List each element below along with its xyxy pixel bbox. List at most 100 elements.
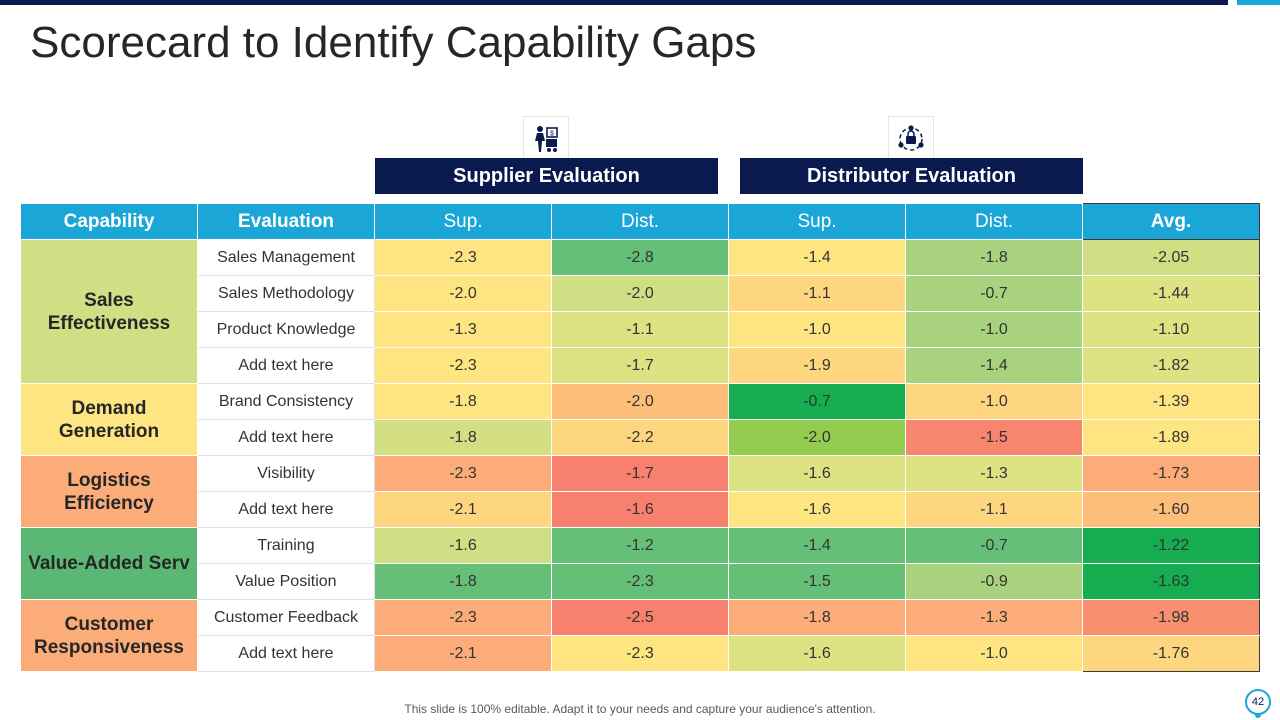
- distributor-evaluation-header: Distributor Evaluation: [740, 158, 1083, 194]
- score-cell-average: -1.60: [1082, 491, 1260, 528]
- score-cell-supplier-sup: -1.6: [374, 527, 552, 564]
- score-cell-supplier-sup: -2.3: [374, 455, 552, 492]
- scorecard-table: Capability Evaluation Sup. Dist. Sup. Di…: [20, 203, 1260, 672]
- column-header-capability: Capability: [20, 203, 198, 240]
- score-cell-average: -1.39: [1082, 383, 1260, 420]
- evaluation-cell: Brand Consistency: [197, 383, 375, 420]
- score-cell-distributor-dist: -1.8: [905, 239, 1083, 276]
- table-row: Add text here -2.1 -2.3 -1.6 -1.0 -1.76: [21, 635, 1260, 672]
- score-cell-distributor-dist: -0.9: [905, 563, 1083, 600]
- capability-cell: Customer Responsiveness: [20, 599, 198, 672]
- table-header-row: Capability Evaluation Sup. Dist. Sup. Di…: [20, 203, 1260, 240]
- score-cell-supplier-dist: -1.1: [551, 311, 729, 348]
- score-cell-supplier-sup: -2.3: [374, 599, 552, 636]
- score-cell-distributor-dist: -1.0: [905, 383, 1083, 420]
- distributor-network-icon: [888, 116, 934, 162]
- score-cell-supplier-dist: -2.3: [551, 635, 729, 672]
- page-title: Scorecard to Identify Capability Gaps: [30, 18, 757, 67]
- score-cell-distributor-sup: -1.8: [728, 599, 906, 636]
- score-cell-supplier-sup: -1.8: [374, 563, 552, 600]
- score-cell-average: -2.05: [1082, 239, 1260, 276]
- score-cell-supplier-dist: -1.2: [551, 527, 729, 564]
- score-cell-average: -1.73: [1082, 455, 1260, 492]
- score-cell-average: -1.63: [1082, 563, 1260, 600]
- score-cell-distributor-sup: -1.0: [728, 311, 906, 348]
- score-cell-supplier-sup: -2.1: [374, 635, 552, 672]
- evaluation-cell: Product Knowledge: [197, 311, 375, 348]
- capability-cell: Demand Generation: [20, 383, 198, 456]
- score-cell-distributor-dist: -0.7: [905, 275, 1083, 312]
- score-cell-distributor-sup: -1.6: [728, 491, 906, 528]
- evaluation-cell: Add text here: [197, 419, 375, 456]
- score-cell-supplier-dist: -2.3: [551, 563, 729, 600]
- score-cell-supplier-sup: -1.3: [374, 311, 552, 348]
- score-cell-distributor-dist: -1.3: [905, 599, 1083, 636]
- score-cell-average: -1.76: [1082, 635, 1260, 672]
- score-cell-distributor-dist: -1.0: [905, 311, 1083, 348]
- evaluation-cell: Customer Feedback: [197, 599, 375, 636]
- column-header-average: Avg.: [1082, 203, 1260, 240]
- table-body: Sales Effectiveness Sales Management -2.3-…: [20, 239, 1260, 672]
- score-cell-average: -1.82: [1082, 347, 1260, 384]
- score-cell-supplier-dist: -1.6: [551, 491, 729, 528]
- evaluation-cell: Sales Methodology: [197, 275, 375, 312]
- score-cell-distributor-sup: -1.1: [728, 275, 906, 312]
- score-cell-distributor-sup: -1.4: [728, 239, 906, 276]
- score-cell-supplier-sup: -1.8: [374, 383, 552, 420]
- supplier-person-cart-icon: $: [523, 116, 569, 162]
- evaluation-cell: Training: [197, 527, 375, 564]
- page-number-badge-tail: [1255, 713, 1261, 718]
- table-row: Add text here -1.8 -2.2 -2.0 -1.5 -1.89: [21, 419, 1260, 456]
- capability-cell: Sales Effectiveness: [20, 239, 198, 384]
- score-cell-distributor-sup: -1.5: [728, 563, 906, 600]
- evaluation-cell: Add text here: [197, 347, 375, 384]
- score-cell-distributor-sup: -0.7: [728, 383, 906, 420]
- column-header-distributor-dist: Dist.: [905, 203, 1083, 240]
- score-cell-supplier-dist: -2.2: [551, 419, 729, 456]
- score-cell-distributor-sup: -2.0: [728, 419, 906, 456]
- score-cell-distributor-dist: -1.4: [905, 347, 1083, 384]
- column-header-supplier-dist: Dist.: [551, 203, 729, 240]
- score-cell-supplier-dist: -2.0: [551, 383, 729, 420]
- score-cell-supplier-sup: -1.8: [374, 419, 552, 456]
- table-row: Value-Added Serv Training -1.6 -1.2 -1.4 -0.7…: [20, 527, 1260, 600]
- capability-cell: Value-Added Serv: [20, 527, 198, 600]
- score-cell-distributor-dist: -1.0: [905, 635, 1083, 672]
- evaluation-cell: Add text here: [197, 491, 375, 528]
- score-cell-average: -1.22: [1082, 527, 1260, 564]
- score-cell-distributor-sup: -1.4: [728, 527, 906, 564]
- table-row: Value Position -1.8 -2.3 -1.5 -0.9 -1.63: [21, 563, 1260, 600]
- footer-note: This slide is 100% editable. Adapt it to…: [404, 702, 876, 716]
- column-header-supplier-sup: Sup.: [374, 203, 552, 240]
- table-row: Sales Effectiveness Sales Management -2.3-…: [20, 239, 1260, 384]
- score-cell-supplier-dist: -1.7: [551, 455, 729, 492]
- score-cell-average: -1.98: [1082, 599, 1260, 636]
- score-cell-distributor-sup: -1.9: [728, 347, 906, 384]
- score-cell-supplier-dist: -2.5: [551, 599, 729, 636]
- score-cell-distributor-sup: -1.6: [728, 635, 906, 672]
- table-row: Add text here -2.3 -1.7 -1.9 -1.4 -1.82: [21, 347, 1260, 384]
- score-cell-average: -1.89: [1082, 419, 1260, 456]
- table-row: Product Knowledge -1.3 -1.1 -1.0 -1.0 -1.10: [21, 311, 1260, 348]
- score-cell-distributor-dist: -1.5: [905, 419, 1083, 456]
- score-cell-supplier-dist: -1.7: [551, 347, 729, 384]
- supplier-evaluation-header: Supplier Evaluation: [375, 158, 718, 194]
- page-number-badge: 42: [1245, 689, 1271, 715]
- score-cell-distributor-dist: -1.1: [905, 491, 1083, 528]
- score-cell-supplier-sup: -2.0: [374, 275, 552, 312]
- svg-text:$: $: [550, 131, 554, 138]
- table-row: Add text here -2.1 -1.6 -1.6 -1.1 -1.60: [21, 491, 1260, 528]
- evaluation-cell: Sales Management: [197, 239, 375, 276]
- score-cell-supplier-sup: -2.3: [374, 239, 552, 276]
- top-accent-bar: [0, 0, 1228, 5]
- score-cell-average: -1.10: [1082, 311, 1260, 348]
- score-cell-distributor-dist: -0.7: [905, 527, 1083, 564]
- table-row: Logistics Efficiency Visibility -2.3 -1.7 -1…: [20, 455, 1260, 528]
- table-row: Customer Responsiveness Customer Feedback…: [20, 599, 1260, 672]
- evaluation-cell: Value Position: [197, 563, 375, 600]
- score-cell-distributor-dist: -1.3: [905, 455, 1083, 492]
- column-header-evaluation: Evaluation: [197, 203, 375, 240]
- top-accent-bar-right: [1237, 0, 1280, 5]
- column-header-distributor-sup: Sup.: [728, 203, 906, 240]
- evaluation-cell: Add text here: [197, 635, 375, 672]
